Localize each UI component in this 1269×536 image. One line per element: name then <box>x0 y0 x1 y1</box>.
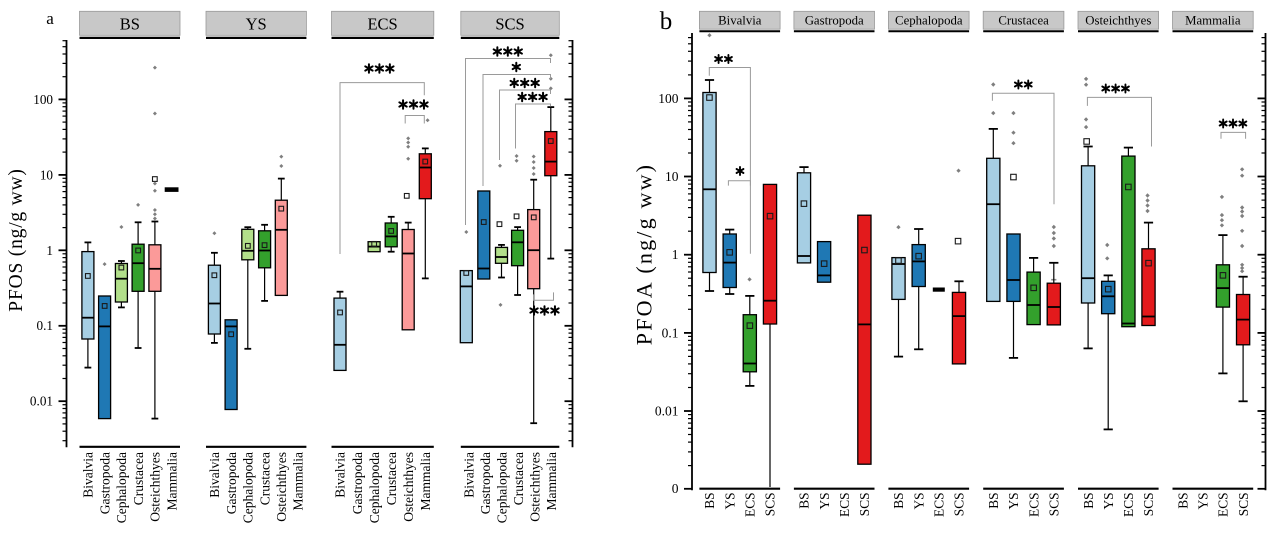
svg-text:10: 10 <box>40 167 54 182</box>
svg-text:SCS: SCS <box>952 492 967 516</box>
svg-text:100: 100 <box>33 92 53 107</box>
svg-text:Mammalia: Mammalia <box>1185 14 1241 28</box>
svg-text:YS: YS <box>1006 492 1021 509</box>
svg-text:ECS: ECS <box>932 492 947 517</box>
svg-text:Bivalvia: Bivalvia <box>207 452 222 498</box>
svg-text:PFOA (ng/g ww): PFOA (ng/g ww) <box>632 163 657 345</box>
svg-text:SCS: SCS <box>1236 492 1251 516</box>
svg-text:SCS: SCS <box>763 492 778 516</box>
svg-text:Gastropoda: Gastropoda <box>97 452 112 514</box>
svg-text:Osteichthyes: Osteichthyes <box>527 452 542 522</box>
svg-text:Cephalopoda: Cephalopoda <box>495 452 510 523</box>
svg-text:1: 1 <box>672 247 679 262</box>
svg-text:ECS: ECS <box>743 492 758 517</box>
svg-text:Mammalia: Mammalia <box>418 452 433 510</box>
svg-text:Bivalvia: Bivalvia <box>81 452 96 498</box>
svg-text:BS: BS <box>797 492 812 508</box>
svg-text:0.1: 0.1 <box>662 325 679 340</box>
svg-text:Crustacea: Crustacea <box>998 14 1049 28</box>
svg-text:Mammalia: Mammalia <box>291 452 306 510</box>
svg-text:Gastropoda: Gastropoda <box>350 452 365 514</box>
svg-text:Osteichthyes: Osteichthyes <box>401 452 416 522</box>
svg-text:Cephalopoda: Cephalopoda <box>114 452 129 523</box>
svg-text:Bivalvia: Bivalvia <box>462 452 477 498</box>
svg-text:BS: BS <box>702 492 717 508</box>
svg-text:Osteichthyes: Osteichthyes <box>1085 14 1151 28</box>
svg-text:YS: YS <box>1196 492 1211 509</box>
svg-text:BS: BS <box>891 492 906 508</box>
svg-text:SCS: SCS <box>495 15 524 34</box>
svg-text:BS: BS <box>120 15 140 34</box>
svg-text:Mammalia: Mammalia <box>164 452 179 510</box>
svg-text:PFOS (ng/g ww): PFOS (ng/g ww) <box>6 168 27 311</box>
svg-text:YS: YS <box>911 492 926 509</box>
svg-text:Crustacea: Crustacea <box>511 452 526 505</box>
svg-text:Gastropoda: Gastropoda <box>478 452 493 514</box>
svg-text:Mammalia: Mammalia <box>544 452 559 510</box>
svg-text:Cephalopoda: Cephalopoda <box>367 452 382 523</box>
svg-text:Crustacea: Crustacea <box>257 452 272 505</box>
svg-text:1: 1 <box>46 243 53 258</box>
svg-text:0.1: 0.1 <box>37 318 53 333</box>
svg-text:ECS: ECS <box>367 15 397 34</box>
svg-text:Crustacea: Crustacea <box>384 452 399 505</box>
svg-text:SCS: SCS <box>857 492 872 516</box>
svg-text:Gastropoda: Gastropoda <box>805 14 864 28</box>
svg-text:100: 100 <box>658 91 679 106</box>
svg-text:ECS: ECS <box>837 492 852 517</box>
svg-text:10: 10 <box>665 169 679 184</box>
svg-text:YS: YS <box>817 492 832 509</box>
svg-text:YS: YS <box>1101 492 1116 509</box>
svg-text:Osteichthyes: Osteichthyes <box>274 452 289 522</box>
svg-text:Cephalopoda: Cephalopoda <box>241 452 256 523</box>
svg-text:SCS: SCS <box>1047 492 1062 516</box>
svg-text:0: 0 <box>672 481 679 496</box>
svg-text:ECS: ECS <box>1216 492 1231 517</box>
svg-text:BS: BS <box>1175 492 1190 508</box>
svg-text:BS: BS <box>986 492 1001 508</box>
svg-text:Cephalopoda: Cephalopoda <box>895 14 963 28</box>
svg-text:Crustacea: Crustacea <box>131 452 146 505</box>
svg-text:0.01: 0.01 <box>30 394 53 409</box>
svg-text:0.01: 0.01 <box>655 404 679 419</box>
svg-text:Gastropoda: Gastropoda <box>224 452 239 514</box>
svg-text:YS: YS <box>246 15 267 34</box>
svg-text:BS: BS <box>1081 492 1096 508</box>
svg-text:Osteichthyes: Osteichthyes <box>148 452 163 522</box>
svg-text:a: a <box>46 9 54 28</box>
svg-text:ECS: ECS <box>1026 492 1041 517</box>
svg-text:ECS: ECS <box>1121 492 1136 517</box>
svg-text:SCS: SCS <box>1141 492 1156 516</box>
svg-text:Bivalvia: Bivalvia <box>718 14 762 28</box>
svg-text:YS: YS <box>722 492 737 509</box>
svg-text:Bivalvia: Bivalvia <box>333 452 348 498</box>
svg-text:b: b <box>660 8 673 35</box>
